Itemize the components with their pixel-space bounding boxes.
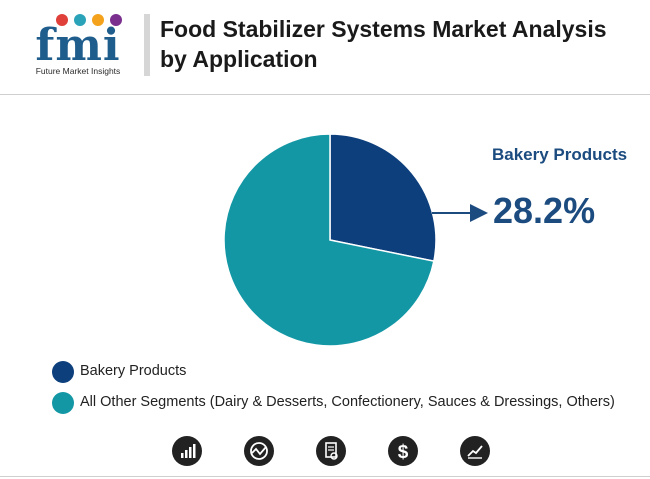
logo-text: fmi (35, 20, 121, 71)
pie-slice-bakery (329, 133, 437, 263)
legend-label-bakery: Bakery Products (80, 363, 187, 379)
logo-tagline: Future Market Insights (35, 66, 121, 76)
callout-label: Bakery Products (492, 145, 628, 164)
svg-text:$: $ (398, 442, 409, 463)
footer-icons: $ (0, 436, 650, 468)
logo-dot-red (56, 14, 68, 26)
bar-chart-icon (172, 436, 202, 466)
logo: fmi Future Market Insights (22, 10, 134, 76)
logo-dot-teal (74, 14, 86, 26)
logo-dot-purple (110, 14, 122, 26)
trend-chart-icon (460, 436, 490, 466)
bottom-rule (0, 476, 650, 477)
document-icon (316, 436, 346, 466)
callout-value: 28.2% (493, 190, 596, 231)
dollar-icon: $ (388, 436, 418, 466)
page-title: Food Stabilizer Systems Market Analysis … (160, 16, 607, 72)
pie-slice-other (223, 133, 435, 347)
header-divider (144, 14, 150, 76)
legend-swatch-other (52, 392, 74, 414)
legend-label-other: All Other Segments (Dairy & Desserts, Co… (80, 394, 615, 410)
logo-dot-orange (92, 14, 104, 26)
top-rule (0, 94, 650, 95)
globe-icon (244, 436, 274, 466)
legend-swatch-bakery (52, 361, 74, 383)
